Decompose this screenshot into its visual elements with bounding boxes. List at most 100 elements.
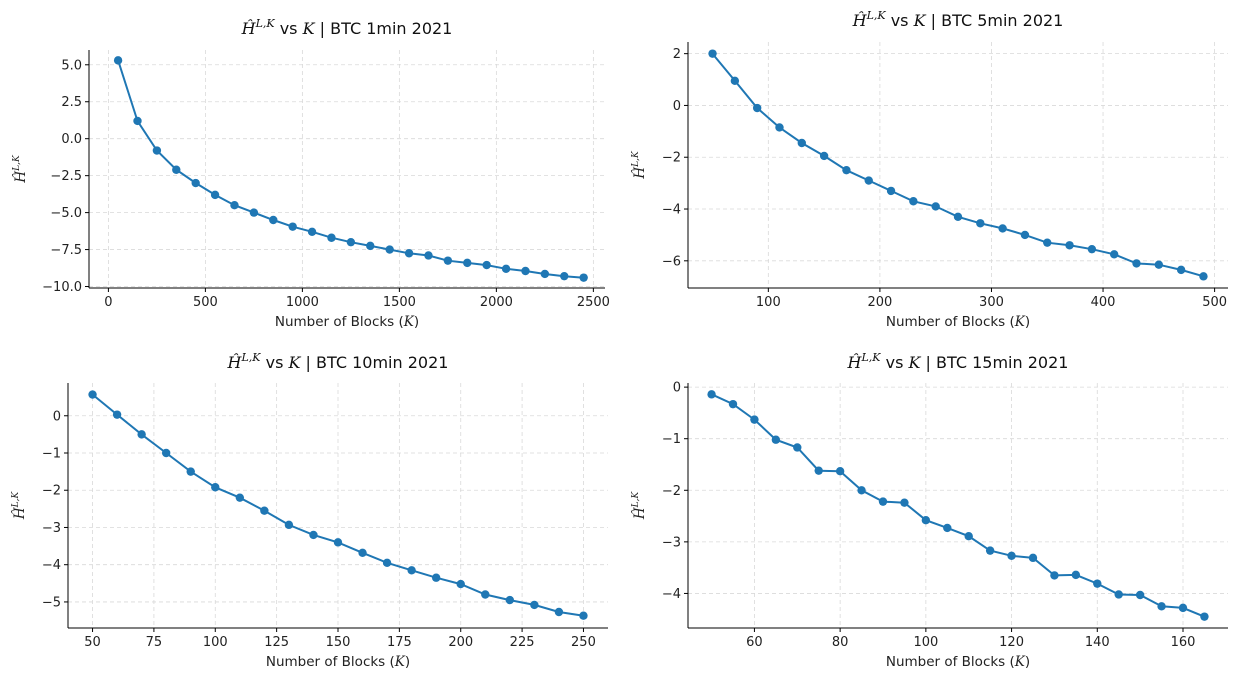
data-point: [793, 443, 802, 452]
data-point: [88, 390, 97, 399]
y-tick-label: −2: [42, 484, 61, 499]
x-tick-label: 80: [832, 635, 849, 650]
data-point: [482, 260, 491, 270]
data-point: [191, 178, 200, 188]
data-point: [707, 390, 716, 399]
x-tick-label: 250: [571, 635, 596, 650]
data-point: [358, 548, 367, 557]
chart-panel-3: 50 75 100 125 150 175 200 225 250 0 −1 −2 −3 −4 −5 Numb…: [11, 351, 608, 670]
chart-panel-2: 100 200 300 400 500 2 0 −2 −4 −6 Number of Blocks …: [631, 9, 1228, 330]
series-line: [711, 53, 1204, 278]
data-point: [814, 466, 823, 475]
data-point: [382, 558, 392, 568]
data-point: [931, 202, 940, 211]
data-point: [750, 415, 759, 424]
chart-title: ĤL,K vs K | BTC 15min 2021: [847, 351, 1069, 372]
data-point: [1093, 579, 1102, 588]
y-tick-label: −6: [662, 254, 681, 269]
y-axis-label: ĤL,K: [11, 491, 28, 521]
x-axis-label: Number of Blocks (K): [886, 314, 1030, 330]
x-tick-label: 2000: [480, 295, 513, 310]
data-point: [1043, 238, 1052, 247]
data-point: [284, 520, 294, 530]
data-point: [288, 222, 297, 231]
x-tick-label: 175: [387, 635, 412, 650]
data-point: [864, 176, 873, 185]
y-tick-label: −4: [662, 587, 681, 602]
x-tick-label: 60: [746, 635, 763, 650]
x-tick-label: 1000: [286, 295, 319, 310]
data-point: [211, 483, 220, 492]
chart-panel-4: 60 80 100 120 140 160 0 −1 −2 −3 −4 Number of Block…: [631, 351, 1228, 670]
data-point: [909, 197, 918, 206]
data-point: [708, 49, 717, 58]
x-tick-label: 75: [146, 635, 163, 650]
data-point: [1114, 590, 1123, 599]
y-axis-label: ĤL,K: [631, 491, 648, 521]
data-point: [112, 410, 122, 419]
y-tick-label: 0: [673, 99, 681, 114]
data-point: [560, 271, 569, 281]
data-point: [998, 224, 1007, 233]
data-point: [307, 227, 317, 237]
data-point: [443, 256, 453, 265]
data-point: [842, 165, 851, 175]
data-point: [172, 165, 181, 174]
data-point: [152, 146, 162, 155]
data-point: [260, 506, 269, 515]
y-tick-label: −3: [662, 535, 681, 550]
chart-title: ĤL,K vs K | BTC 10min 2021: [227, 351, 449, 372]
x-axis-label: Number of Blocks (K): [275, 314, 419, 330]
data-point: [728, 399, 738, 409]
data-point: [976, 219, 985, 228]
y-tick-label: 0: [673, 381, 681, 396]
y-tick-label: 2.5: [61, 95, 82, 110]
data-point: [554, 607, 564, 617]
x-tick-label: 200: [448, 635, 473, 650]
y-axis-label: ĤL,K: [12, 154, 29, 184]
data-point: [1132, 259, 1141, 268]
data-point: [137, 430, 146, 439]
y-tick-label: −1: [662, 432, 681, 447]
data-point: [1087, 244, 1097, 254]
data-point: [1135, 590, 1145, 600]
x-tick-label: 225: [510, 635, 535, 650]
data-point: [210, 190, 220, 200]
y-tick-label: −5: [42, 595, 61, 610]
data-point: [1176, 265, 1186, 275]
chart-title: ĤL,K vs K | BTC 1min 2021: [241, 17, 453, 38]
x-tick-label: 0: [104, 295, 112, 310]
data-point: [407, 566, 416, 575]
data-point: [385, 245, 394, 254]
data-point: [964, 531, 973, 541]
data-point: [133, 116, 142, 126]
data-point: [730, 76, 740, 86]
data-point: [540, 269, 550, 279]
data-point: [505, 595, 515, 605]
data-point: [333, 538, 343, 547]
x-tick-label: 50: [84, 635, 101, 650]
data-point: [113, 56, 123, 65]
data-point: [521, 266, 530, 276]
data-point: [1007, 551, 1016, 560]
data-point: [463, 258, 472, 268]
x-axis-label: Number of Blocks (K): [886, 654, 1030, 670]
data-point: [346, 237, 356, 247]
y-axis-label: ĤL,K: [631, 150, 648, 180]
data-point: [186, 467, 195, 476]
y-tick-label: 2: [673, 47, 681, 62]
data-point: [1050, 571, 1059, 580]
y-tick-label: −2: [662, 484, 681, 499]
y-tick-label: −2.5: [50, 169, 82, 184]
data-point: [579, 273, 588, 282]
data-point: [819, 151, 829, 161]
data-point: [1157, 602, 1166, 611]
data-point: [456, 579, 465, 589]
data-point: [404, 249, 414, 258]
y-tick-label: −2: [662, 151, 681, 166]
data-point: [1071, 570, 1081, 580]
y-tick-label: −7.5: [50, 243, 82, 258]
x-tick-label: 500: [193, 295, 218, 310]
data-point: [424, 251, 433, 260]
